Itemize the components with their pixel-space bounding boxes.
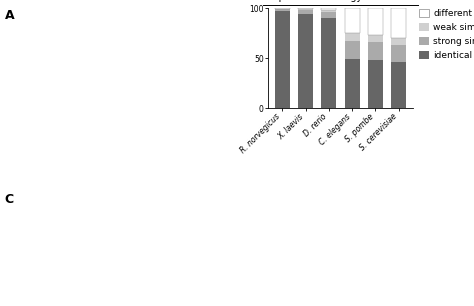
Bar <box>274 8 290 9</box>
Bar <box>274 9 290 11</box>
Bar <box>345 41 360 59</box>
Text: A: A <box>5 9 14 22</box>
Bar <box>321 10 337 12</box>
Bar <box>368 60 383 108</box>
Text: Sequence homology to human Uba1: Sequence homology to human Uba1 <box>263 0 441 2</box>
Bar <box>321 12 337 18</box>
Bar <box>391 38 406 45</box>
Bar <box>298 8 313 9</box>
Bar <box>391 62 406 108</box>
Bar <box>345 8 360 33</box>
Bar <box>298 10 313 14</box>
Bar <box>391 8 406 38</box>
Bar <box>368 42 383 60</box>
Bar <box>274 11 290 108</box>
Bar <box>298 9 313 10</box>
Bar <box>368 35 383 42</box>
Bar <box>391 45 406 62</box>
Bar <box>345 33 360 41</box>
Bar <box>321 18 337 108</box>
Bar <box>345 59 360 108</box>
Text: C: C <box>5 193 14 206</box>
Bar <box>321 8 337 10</box>
Bar <box>298 14 313 108</box>
Bar <box>368 8 383 35</box>
Legend: different, weak similarity, strong similarity, identical: different, weak similarity, strong simil… <box>418 8 474 61</box>
